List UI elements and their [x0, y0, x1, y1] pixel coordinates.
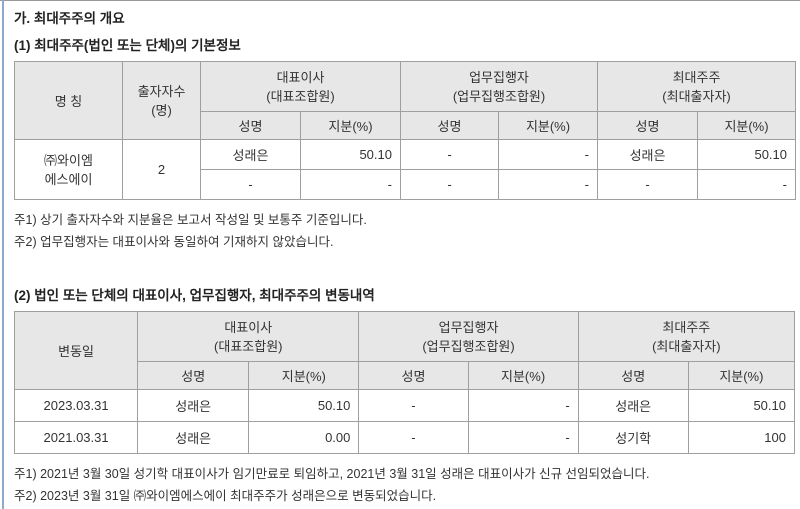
header-col-share: 지분(%) — [248, 361, 360, 390]
cell-company-name: ㈜와이엠 에스에이 — [14, 139, 123, 200]
footnote-line: 주1) 상기 출자자수와 지분율은 보고서 작성일 및 보통주 기준입니다. — [14, 213, 367, 227]
cell-largest-share: 50.10 — [697, 139, 797, 170]
section-a-title: 가. 최대주주의 개요 — [14, 11, 125, 26]
cell-ceo-share: 50.10 — [248, 389, 360, 422]
header-col-name: 성명 — [597, 111, 699, 140]
header-change-date: 변동일 — [13, 311, 139, 390]
cell-largest-name: - — [597, 169, 699, 200]
cell-ceo-name: 성래은 — [137, 421, 250, 454]
footnote-line: 주2) 2023년 3월 31일 ㈜와이엠에스에이 최대주주가 성래은으로 변동… — [14, 489, 437, 503]
header-group-largest-title: 최대주주 — [662, 319, 711, 335]
header-group-ceo-title: 대표이사 — [224, 319, 273, 335]
cell-ceo-name: 성래은 — [137, 389, 250, 422]
cell-change-date: 2021.03.31 — [13, 421, 139, 454]
header-col-name: 성명 — [137, 361, 250, 390]
header-col-name: 성명 — [358, 361, 469, 390]
cell-largest-name: 성기학 — [577, 421, 689, 454]
cell-exec-name: - — [358, 421, 469, 454]
pane-top-border — [0, 0, 800, 1]
table2-footnotes: 주1) 2021년 3월 30일 성기학 대표이사가 임기만료로 퇴임하고, 2… — [14, 463, 795, 507]
header-investors: 출자자수 (명) — [122, 61, 201, 140]
header-col-share: 지분(%) — [697, 111, 797, 140]
cell-exec-name: - — [400, 169, 499, 200]
header-group-largest-subtitle: (최대출자자) — [662, 88, 731, 104]
cell-exec-name: - — [400, 139, 499, 170]
header-col-name: 성명 — [577, 361, 689, 390]
table-row: - - - - - - — [15, 169, 797, 200]
header-col-share: 지분(%) — [497, 111, 599, 140]
header-col-share: 지분(%) — [467, 361, 579, 390]
cell-exec-share: - — [497, 139, 599, 170]
basic-info-table: 명 칭 출자자수 (명) 대표이사 (대표조합원) 업무집행자 (업무집행조합원… — [14, 61, 797, 200]
header-group-ceo-subtitle: (대표조합원) — [214, 338, 283, 354]
cell-ceo-share: - — [300, 169, 401, 200]
section-1-title: (1) 최대주주(법인 또는 단체)의 기본정보 — [14, 38, 241, 53]
cell-change-date: 2023.03.31 — [13, 389, 139, 422]
cell-exec-share: - — [467, 421, 579, 454]
header-col-share: 지분(%) — [300, 111, 401, 140]
header-investors-label: 출자자수 — [137, 83, 186, 99]
cell-ceo-name: 성래은 — [200, 139, 301, 170]
cell-exec-share: - — [497, 169, 599, 200]
header-group-executive-subtitle: (업무집행조합원) — [422, 338, 515, 354]
cell-exec-name: - — [358, 389, 469, 422]
header-col-name: 성명 — [400, 111, 499, 140]
cell-largest-name: 성래은 — [597, 139, 699, 170]
header-group-largest: 최대주주 (최대출자자) — [577, 311, 796, 362]
pane-left-border — [2, 0, 4, 509]
cell-largest-name: 성래은 — [577, 389, 689, 422]
footnote-line: 주2) 업무집행자는 대표이사와 동일하여 기재하지 않았습니다. — [14, 235, 334, 249]
section-2-title: (2) 법인 또는 단체의 대표이사, 업무집행자, 최대주주의 변동내역 — [14, 288, 375, 303]
cell-ceo-share: 50.10 — [300, 139, 401, 170]
header-group-largest-subtitle: (최대출자자) — [652, 338, 721, 354]
change-history-table: 변동일 대표이사 (대표조합원) 업무집행자 (업무집행조합원) 최대주주 (최… — [13, 311, 796, 454]
header-group-ceo-subtitle: (대표조합원) — [266, 88, 335, 104]
cell-company-name-line1: ㈜와이엠 — [44, 152, 93, 168]
cell-largest-share: 100 — [687, 421, 796, 454]
header-col-name: 성명 — [200, 111, 301, 140]
header-group-executive-title: 업무집행자 — [438, 319, 499, 335]
header-group-largest-title: 최대주주 — [672, 69, 721, 85]
cell-exec-share: - — [467, 389, 579, 422]
cell-investor-count: 2 — [122, 139, 201, 200]
table-row: 2021.03.31 성래은 0.00 - - 성기학 100 — [13, 421, 796, 454]
header-group-largest: 최대주주 (최대출자자) — [597, 61, 797, 112]
header-group-ceo-title: 대표이사 — [276, 69, 325, 85]
cell-largest-share: - — [697, 169, 797, 200]
header-name: 명 칭 — [14, 61, 123, 140]
header-group-executive: 업무집행자 (업무집행조합원) — [399, 61, 599, 112]
cell-ceo-name: - — [200, 169, 301, 200]
header-group-ceo: 대표이사 (대표조합원) — [137, 311, 360, 362]
cell-ceo-share: 0.00 — [248, 421, 360, 454]
header-col-share: 지분(%) — [687, 361, 796, 390]
header-group-ceo: 대표이사 (대표조합원) — [200, 61, 401, 112]
header-group-executive-subtitle: (업무집행조합원) — [452, 88, 546, 104]
table-row: 2023.03.31 성래은 50.10 - - 성래은 50.10 — [13, 389, 796, 422]
cell-company-name-line2: 에스에이 — [44, 171, 93, 187]
footnote-line: 주1) 2021년 3월 30일 성기학 대표이사가 임기만료로 퇴임하고, 2… — [14, 467, 650, 481]
header-group-executive-title: 업무집행자 — [469, 69, 529, 85]
cell-largest-share: 50.10 — [687, 389, 796, 422]
header-investors-unit: (명) — [151, 102, 172, 118]
table1-footnotes: 주1) 상기 출자자수와 지분율은 보고서 작성일 및 보통주 기준입니다. 주… — [14, 209, 795, 253]
table-row: ㈜와이엠 에스에이 2 성래은 50.10 - - 성래은 50.10 — [14, 139, 797, 200]
header-group-executive: 업무집행자 (업무집행조합원) — [358, 311, 579, 362]
